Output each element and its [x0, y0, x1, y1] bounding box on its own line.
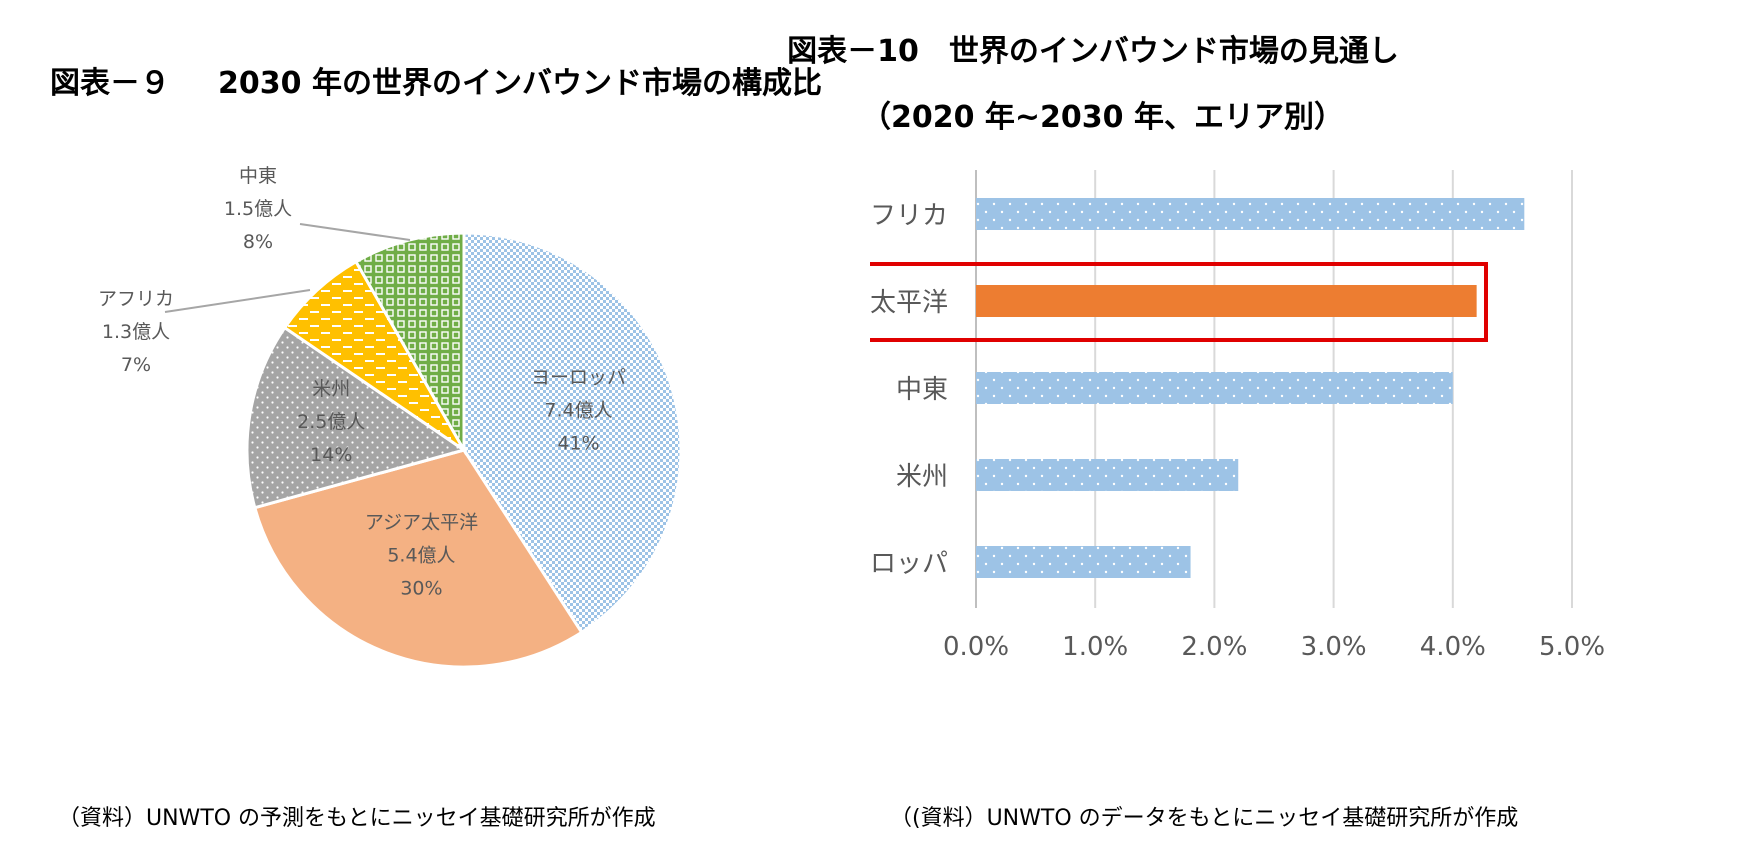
bar-category-label-0: アフリカ	[870, 201, 948, 231]
pie-label-value-3: 1.3億人	[102, 321, 170, 343]
pie-label-percent-0: 41%	[557, 432, 599, 454]
pie-label-name-4: 中東	[239, 165, 277, 187]
pie-chart: ヨーロッパ 7.4億人 41% アジア太平洋 5.4億人 30% 米州 2.5億人 14% アフリ…	[98, 165, 683, 669]
pie-slice-1	[252, 448, 584, 669]
bar-0	[976, 198, 1525, 230]
left-chart-title: 図表－９ 2030 年の世界のインバウンド市場の構成比	[50, 58, 822, 102]
bar-4	[976, 546, 1191, 578]
bar-category-label-2: 中東	[896, 375, 948, 405]
right-chart-subtitle: （2020 年~2030 年、エリア別）	[860, 100, 1345, 135]
bar-x-tick-label-1: 1.0%	[1062, 632, 1128, 662]
bar-x-tick-label-0: 0.0%	[943, 632, 1009, 662]
bar-x-tick-label-3: 3.0%	[1301, 632, 1367, 662]
highlight-box	[870, 262, 1488, 342]
bar-chart: アフリカアジア太平洋中東米州ヨーロッパ 0.0% 1.0% 2.0% 3.0% 4.0%…	[870, 170, 1605, 662]
bar-category-label-3: 米州	[896, 462, 948, 492]
bar-x-tick-label-2: 2.0%	[1181, 632, 1247, 662]
pie-label-name-3: アフリカ	[98, 288, 174, 310]
pie-label-percent-1: 30%	[400, 578, 442, 600]
bar-x-tick-label-4: 4.0%	[1420, 632, 1486, 662]
right-chart-title: 図表－10 世界のインバウンド市場の見通し	[787, 34, 1399, 69]
pie-slice-2	[245, 325, 468, 510]
bar-2	[976, 372, 1453, 404]
left-title-text: 2030 年の世界のインバウンド市場の構成比	[218, 66, 822, 101]
left-source-note: （資料）UNWTO の予測をもとにニッセイ基礎研究所が作成	[58, 806, 656, 831]
bar-category-label-4: ヨーロッパ	[870, 549, 948, 579]
bar-1	[976, 285, 1477, 317]
pie-label-percent-2: 14%	[310, 444, 352, 466]
pie-label-value-4: 1.5億人	[224, 198, 292, 220]
pie-label-percent-4: 8%	[243, 231, 273, 253]
bar-category-label-1: アジア太平洋	[870, 288, 948, 318]
pie-label-name-0: ヨーロッパ	[531, 366, 626, 388]
left-title-figure-number: 図表－９	[50, 66, 170, 101]
pie-leader-line-3	[164, 289, 311, 313]
pie-leader-line-4	[299, 223, 411, 241]
pie-label-name-2: 米州	[312, 378, 350, 400]
pie-label-name-1: アジア太平洋	[365, 512, 478, 534]
pie-label-value-0: 7.4億人	[544, 399, 612, 421]
right-source-note: （(資料）UNWTO のデータをもとにニッセイ基礎研究所が作成	[890, 806, 1519, 831]
pie-label-value-2: 2.5億人	[297, 411, 365, 433]
bar-3	[976, 459, 1239, 491]
pie-label-value-1: 5.4億人	[387, 545, 455, 567]
bar-x-tick-label-5: 5.0%	[1539, 632, 1605, 662]
pie-label-percent-3: 7%	[121, 354, 151, 376]
